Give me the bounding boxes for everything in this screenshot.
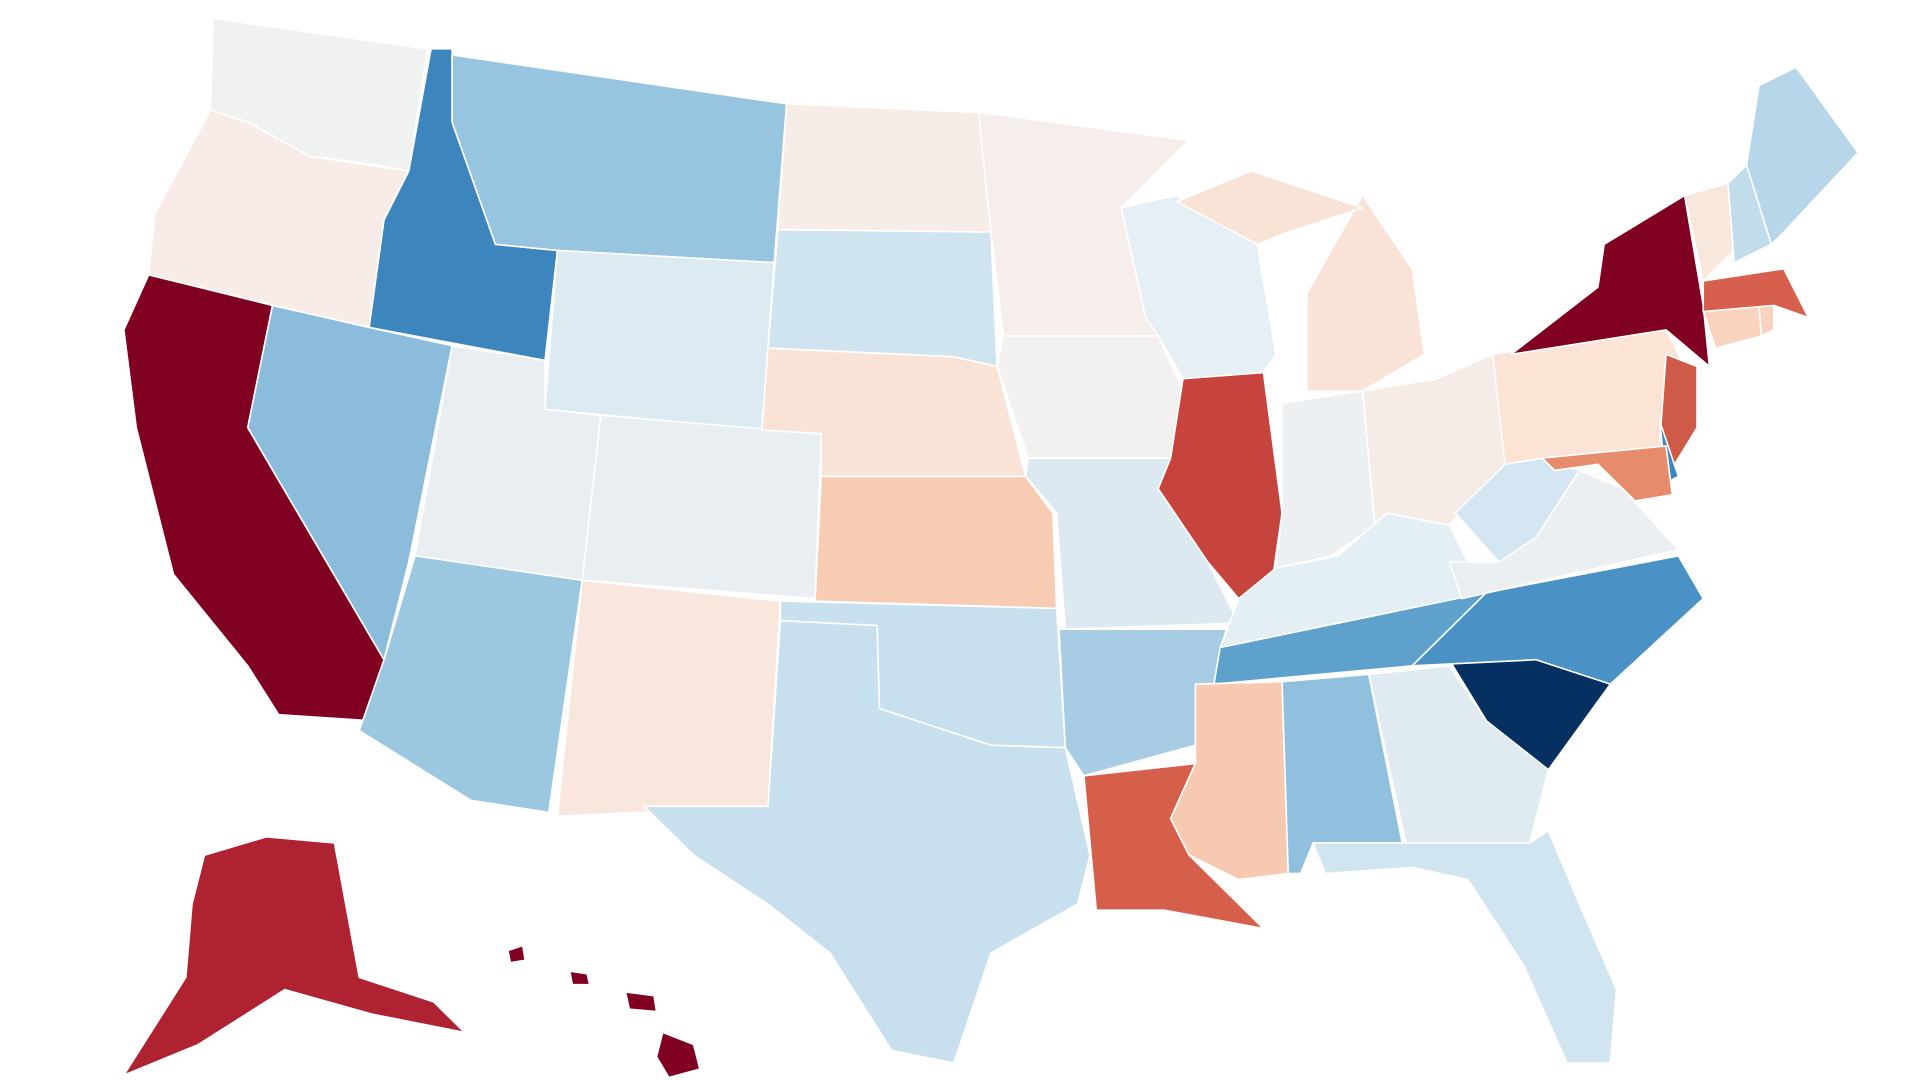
state-ct[interactable] [1702, 304, 1763, 349]
state-shape[interactable] [814, 475, 1058, 610]
state-ri[interactable] [1758, 304, 1775, 337]
state-shape[interactable] [624, 991, 658, 1013]
state-shape[interactable] [544, 249, 775, 431]
state-ak[interactable] [123, 836, 466, 1076]
state-shape[interactable] [507, 944, 527, 964]
state-wy[interactable] [544, 249, 775, 431]
state-tx[interactable] [643, 619, 1091, 1064]
state-md[interactable] [1541, 445, 1674, 502]
state-shape[interactable] [451, 54, 788, 264]
state-shape[interactable] [1702, 304, 1763, 349]
state-shape[interactable] [1306, 194, 1426, 392]
state-mt[interactable] [451, 54, 788, 264]
state-me[interactable] [1745, 66, 1859, 246]
state-shape[interactable] [1758, 304, 1775, 337]
state-ma[interactable] [1702, 267, 1810, 319]
state-shape[interactable] [643, 619, 1091, 1064]
state-shape[interactable] [123, 836, 466, 1076]
state-shape[interactable] [767, 228, 998, 368]
state-shape[interactable] [777, 103, 992, 233]
state-shape[interactable] [1175, 170, 1364, 246]
state-shape[interactable] [655, 1031, 701, 1079]
state-shape[interactable] [1745, 66, 1859, 246]
state-ia[interactable] [996, 335, 1190, 459]
state-sd[interactable] [767, 228, 998, 368]
state-nv[interactable] [246, 304, 453, 661]
state-shape[interactable] [1411, 555, 1705, 685]
state-nd[interactable] [777, 103, 992, 233]
state-shape[interactable] [246, 304, 453, 661]
state-hi[interactable] [507, 944, 701, 1079]
state-ks[interactable] [814, 475, 1058, 610]
state-fl[interactable] [1312, 829, 1618, 1064]
state-shape[interactable] [556, 579, 782, 817]
state-nc[interactable] [1411, 555, 1705, 685]
state-shape[interactable] [1312, 829, 1618, 1064]
state-ny[interactable] [1510, 194, 1711, 368]
state-shape[interactable] [569, 970, 591, 986]
state-shape[interactable] [996, 335, 1190, 459]
state-shape[interactable] [1702, 267, 1810, 319]
state-nm[interactable] [556, 579, 782, 817]
state-mi[interactable] [1175, 170, 1426, 392]
state-shape[interactable] [1510, 194, 1711, 368]
state-co[interactable] [581, 414, 823, 600]
state-shape[interactable] [1541, 445, 1674, 502]
state-shape[interactable] [581, 414, 823, 600]
